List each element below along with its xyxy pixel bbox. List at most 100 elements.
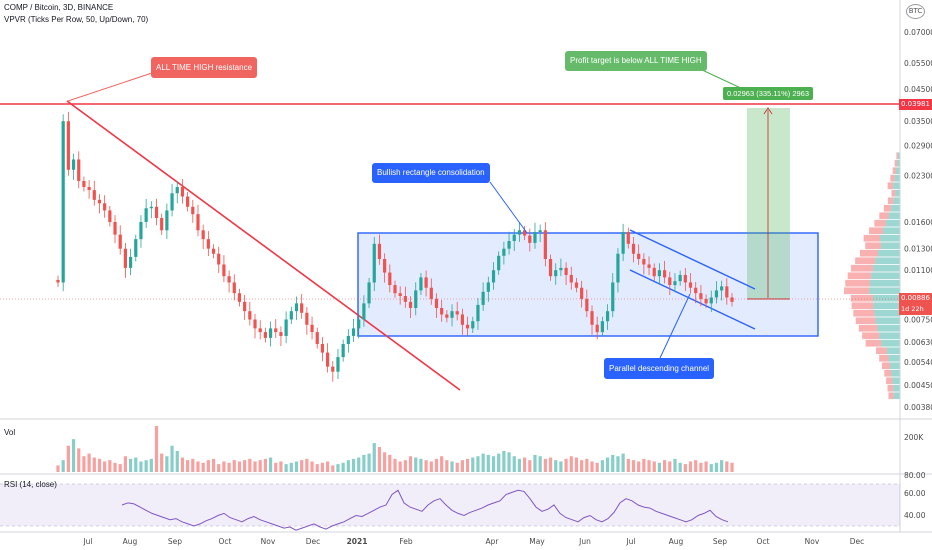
candle-body[interactable] (274, 328, 278, 333)
candle-body[interactable] (154, 206, 159, 219)
candle-body[interactable] (434, 298, 439, 309)
candle-body[interactable] (455, 311, 459, 315)
candle-body[interactable] (222, 264, 226, 277)
candle-body[interactable] (372, 243, 376, 283)
candle-body[interactable] (82, 180, 86, 187)
candle-body[interactable] (175, 186, 179, 194)
candle-body[interactable] (616, 253, 620, 283)
candle-body[interactable] (377, 243, 382, 259)
candle-body[interactable] (621, 232, 625, 254)
candle-body[interactable] (720, 286, 724, 291)
candle-body[interactable] (481, 291, 485, 305)
candle-body[interactable] (294, 303, 299, 312)
candle-body[interactable] (419, 277, 423, 291)
bullish-rectangle-label[interactable]: Bullish rectangle consolidation (372, 163, 490, 183)
candle-body[interactable] (662, 270, 667, 278)
candle-body[interactable] (398, 293, 402, 297)
candle-body[interactable] (528, 235, 532, 243)
candle-body[interactable] (631, 243, 636, 254)
candle-body[interactable] (196, 214, 200, 231)
candle-body[interactable] (388, 272, 392, 286)
candle-body[interactable] (429, 287, 433, 299)
ath-resistance-label[interactable]: ALL TIME HIGH resistance (151, 57, 258, 78)
candle-body[interactable] (258, 328, 262, 333)
candle-body[interactable] (351, 328, 356, 336)
candle-body[interactable] (357, 319, 361, 329)
candle-body[interactable] (683, 274, 687, 283)
candle-body[interactable] (103, 203, 107, 211)
candle-body[interactable] (502, 248, 506, 256)
candle-body[interactable] (580, 287, 584, 299)
candle-body[interactable] (186, 196, 190, 207)
candle-body[interactable] (554, 270, 558, 277)
candle-body[interactable] (440, 308, 444, 315)
candle-body[interactable] (507, 241, 511, 249)
candle-body[interactable] (170, 193, 174, 211)
candle-body[interactable] (92, 190, 96, 200)
candle-body[interactable] (331, 366, 335, 372)
candle-body[interactable] (626, 232, 630, 244)
candle-body[interactable] (268, 328, 273, 338)
candle-body[interactable] (336, 357, 340, 372)
candle-body[interactable] (673, 281, 677, 286)
candle-body[interactable] (699, 293, 703, 299)
candle-body[interactable] (611, 282, 615, 312)
candle-body[interactable] (605, 311, 610, 322)
candle-body[interactable] (97, 199, 102, 204)
candle-body[interactable] (585, 298, 589, 312)
candle-body[interactable] (538, 230, 542, 233)
candle-body[interactable] (320, 343, 325, 353)
candle-body[interactable] (118, 234, 122, 249)
candle-body[interactable] (637, 253, 641, 259)
candle-body[interactable] (66, 121, 70, 170)
candle-body[interactable] (533, 232, 537, 243)
candle-body[interactable] (367, 282, 371, 304)
candle-body[interactable] (668, 277, 672, 286)
candle-body[interactable] (491, 270, 496, 283)
candle-body[interactable] (165, 210, 169, 231)
candle-body[interactable] (289, 311, 293, 320)
candle-body[interactable] (424, 277, 428, 288)
candle-body[interactable] (512, 234, 516, 242)
candle-body[interactable] (206, 239, 210, 249)
candle-body[interactable] (403, 296, 407, 302)
candle-body[interactable] (263, 332, 267, 338)
candle-body[interactable] (108, 210, 112, 222)
candle-body[interactable] (678, 274, 682, 282)
candle-body[interactable] (408, 301, 413, 309)
candle-body[interactable] (714, 290, 719, 298)
candle-body[interactable] (341, 343, 345, 358)
parallel-channel-label[interactable]: Parallel descending channel (604, 358, 715, 379)
candle-body[interactable] (559, 267, 563, 271)
currency-badge[interactable]: BTC (906, 4, 925, 19)
candle-body[interactable] (688, 282, 693, 288)
candle-body[interactable] (217, 253, 221, 265)
candle-body[interactable] (191, 206, 195, 215)
candle-body[interactable] (694, 287, 698, 294)
candle-body[interactable] (144, 208, 148, 222)
candle-body[interactable] (445, 314, 449, 318)
candle-body[interactable] (393, 285, 397, 294)
candle-body[interactable] (362, 303, 366, 320)
candle-body[interactable] (543, 230, 547, 259)
candle-body[interactable] (383, 258, 387, 273)
candle-body[interactable] (253, 319, 257, 329)
candle-body[interactable] (450, 311, 454, 318)
candle-body[interactable] (160, 218, 164, 231)
candle-body[interactable] (465, 324, 470, 329)
candle-body[interactable] (237, 293, 242, 302)
price-pane[interactable] (0, 0, 900, 418)
candle-body[interactable] (590, 311, 594, 325)
candle-body[interactable] (574, 282, 579, 288)
candle-body[interactable] (180, 186, 185, 197)
candle-body[interactable] (310, 324, 314, 333)
candle-body[interactable] (243, 301, 247, 312)
candle-body[interactable] (61, 121, 65, 283)
volume-panel-label[interactable]: Vol (4, 428, 16, 437)
candle-body[interactable] (476, 304, 480, 322)
candle-body[interactable] (248, 311, 252, 320)
candle-body[interactable] (56, 279, 60, 283)
candle-body[interactable] (77, 159, 81, 181)
candle-body[interactable] (300, 303, 304, 313)
